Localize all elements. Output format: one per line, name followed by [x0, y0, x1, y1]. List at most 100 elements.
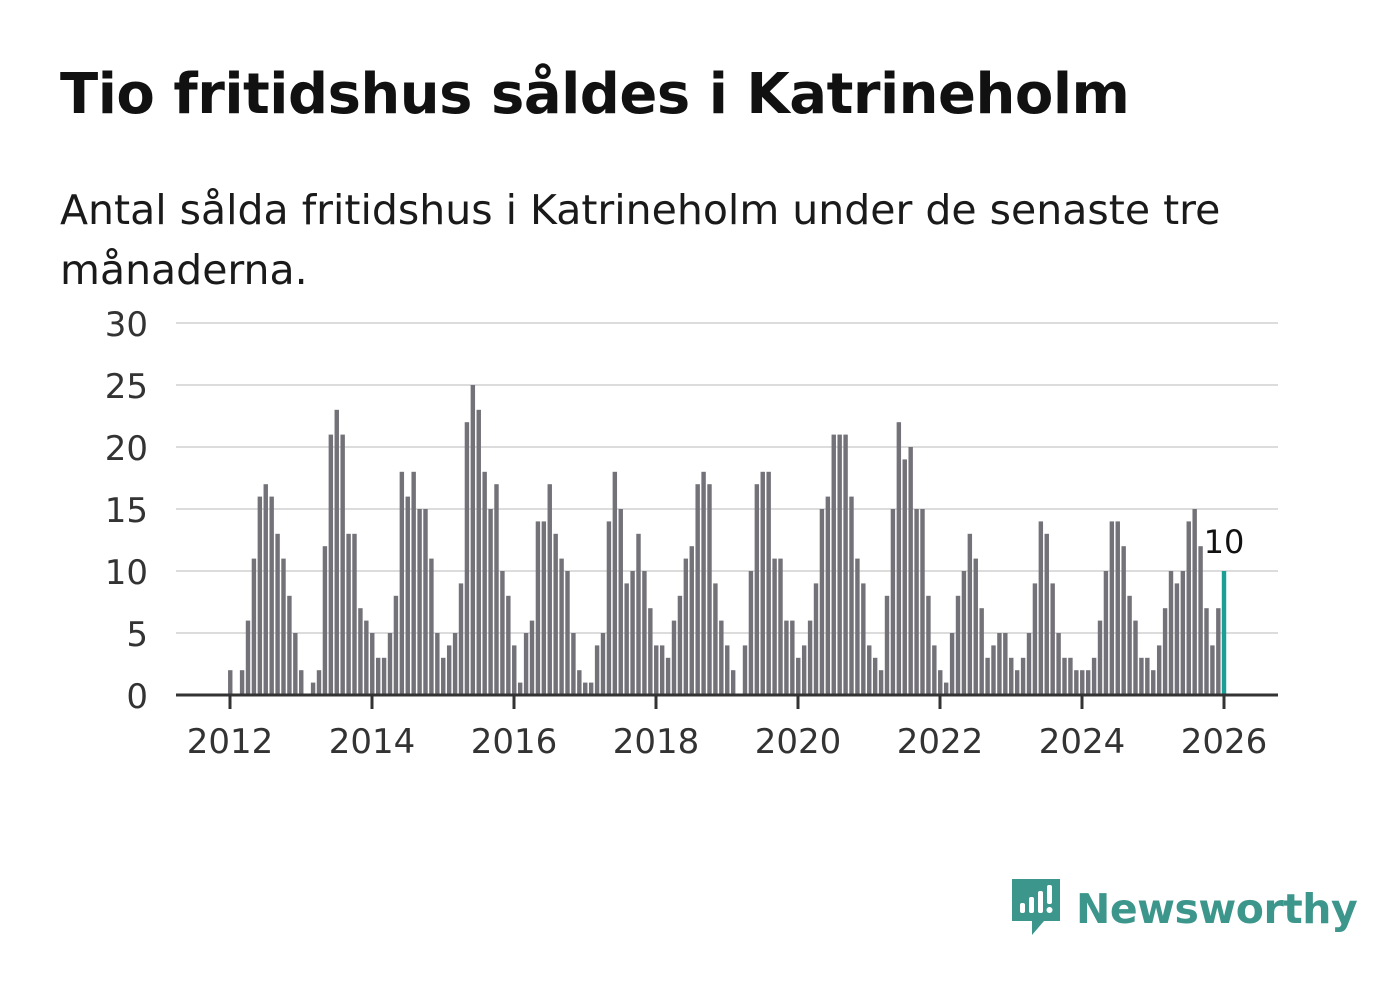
bar [1050, 583, 1055, 695]
x-tick-label: 2020 [755, 722, 842, 762]
bar [512, 645, 517, 695]
bar [855, 558, 860, 695]
bar [358, 608, 363, 695]
brand-logo[interactable]: Newsworthy [1010, 877, 1358, 941]
bar [1080, 670, 1085, 695]
bar [896, 422, 902, 695]
bar [1062, 657, 1067, 695]
bar [228, 670, 233, 695]
bar [1121, 546, 1126, 695]
bar [1097, 620, 1103, 695]
bar [725, 645, 730, 695]
bar [370, 633, 375, 695]
bar [659, 645, 665, 695]
bar [979, 608, 984, 695]
bar [1009, 657, 1014, 695]
bar [1109, 521, 1115, 695]
bar [872, 657, 878, 695]
x-tick-label: 2014 [329, 722, 416, 762]
bar [932, 645, 937, 695]
bar [500, 571, 505, 695]
bar [387, 633, 393, 695]
bar [648, 608, 653, 695]
bar [588, 682, 594, 695]
bar [364, 620, 369, 695]
bar [600, 633, 606, 695]
bar [346, 533, 351, 695]
bar [446, 645, 452, 695]
bar [683, 558, 689, 695]
bar [577, 670, 582, 695]
x-tick-label: 2024 [1039, 722, 1126, 762]
bar [257, 496, 263, 695]
bar [441, 657, 446, 695]
bar [494, 484, 499, 695]
bar [476, 409, 481, 695]
x-tick-label: 2012 [187, 722, 274, 762]
bar [985, 657, 990, 695]
bar [547, 484, 552, 695]
bar [689, 546, 694, 695]
bar [630, 571, 635, 695]
bar [452, 633, 458, 695]
bar [352, 533, 357, 695]
bar [636, 533, 641, 695]
bar [825, 496, 831, 695]
bar [831, 434, 836, 695]
bar [730, 670, 736, 695]
bar [1180, 571, 1186, 695]
bar [1198, 546, 1203, 695]
bar [1074, 670, 1079, 695]
bar [754, 484, 760, 695]
brand-name: Newsworthy [1076, 885, 1358, 933]
bar [867, 645, 872, 695]
bar [772, 558, 777, 695]
bar [760, 471, 765, 695]
bar [334, 409, 339, 695]
bar [955, 595, 961, 695]
bar [612, 471, 618, 695]
bar [245, 620, 251, 695]
bar [458, 583, 464, 695]
y-tick-label: 15 [105, 491, 148, 531]
bar [884, 595, 890, 695]
bar [1103, 571, 1109, 695]
bar [1044, 533, 1049, 695]
bar [423, 509, 428, 695]
y-tick-label: 25 [105, 367, 148, 407]
bar [322, 546, 328, 695]
bar [429, 558, 434, 695]
bar [1156, 645, 1162, 695]
bar [393, 595, 399, 695]
bar [559, 558, 564, 695]
bar [269, 496, 274, 695]
bar [624, 583, 629, 695]
y-tick-label: 0 [126, 677, 148, 717]
bar [571, 633, 576, 695]
bar [506, 595, 511, 695]
bar [991, 645, 996, 695]
bar [642, 571, 647, 695]
bar [719, 620, 724, 695]
bar [1026, 633, 1032, 695]
bar [1115, 521, 1120, 695]
bar [606, 521, 612, 695]
bar [275, 533, 280, 695]
newsworthy-bar-chart-icon [1010, 877, 1062, 941]
bar [973, 558, 978, 695]
bar [1091, 657, 1097, 695]
bar [849, 496, 854, 695]
bar [263, 484, 268, 695]
bar [411, 471, 416, 695]
bar [1085, 670, 1091, 695]
bar [695, 484, 700, 695]
bar [435, 633, 440, 695]
bar [470, 385, 476, 695]
bar [654, 645, 659, 695]
bar [310, 682, 316, 695]
bar [535, 521, 541, 695]
x-tick-label: 2022 [897, 722, 984, 762]
bar [938, 670, 943, 695]
bar [1003, 633, 1008, 695]
bar [908, 447, 913, 695]
